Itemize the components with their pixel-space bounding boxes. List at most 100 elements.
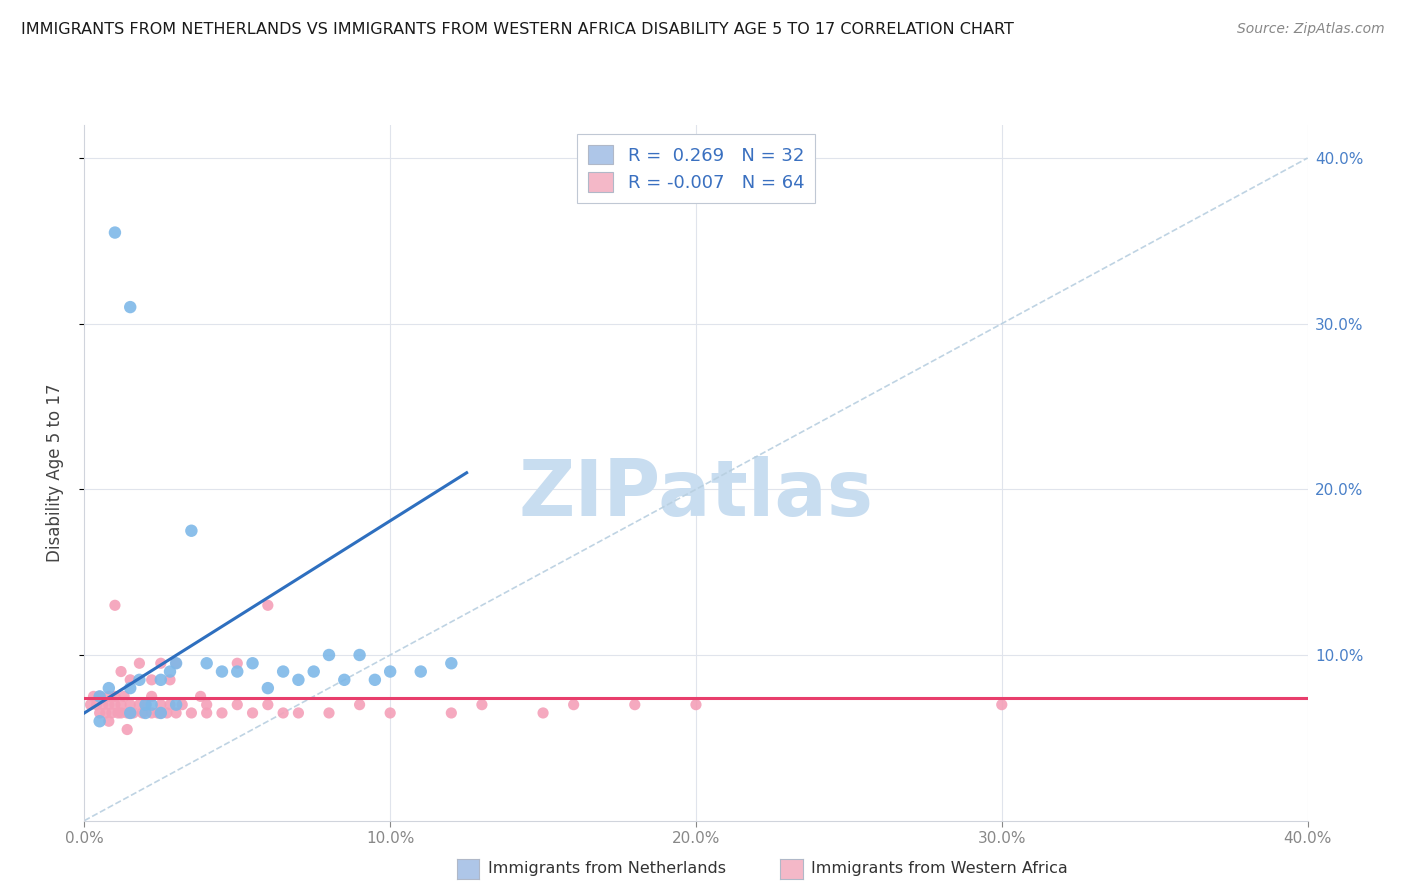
Point [226,657,249,671]
Point [380,665,402,679]
Point [89,690,111,704]
Point [149,706,172,720]
Point [97,681,120,695]
Point [135,698,157,712]
Point [226,665,249,679]
Point [257,681,280,695]
Point [128,657,150,671]
Point [211,706,233,720]
Point [333,673,356,687]
Point [159,673,181,687]
Point [110,665,132,679]
Point [107,706,129,720]
Point [91,698,114,712]
Point [97,690,120,704]
Point [131,706,153,720]
Point [287,673,309,687]
Point [97,698,120,712]
Point [685,698,707,712]
Point [364,673,387,687]
Point [562,698,585,712]
Point [120,698,142,712]
Point [302,665,325,679]
Point [180,524,202,538]
Point [991,698,1014,712]
Point [257,599,280,613]
Point [271,706,294,720]
Point [257,698,280,712]
Point [101,706,124,720]
Point [287,706,309,720]
Point [97,714,120,729]
Point [149,673,172,687]
Point [349,648,371,662]
Point [146,706,169,720]
Point [120,300,142,314]
Point [211,665,233,679]
Point [440,657,463,671]
Point [128,673,150,687]
Point [149,657,172,671]
Point [135,698,157,712]
Point [180,706,202,720]
Text: Immigrants from Western Africa: Immigrants from Western Africa [811,862,1069,876]
Point [128,698,150,712]
Point [318,648,340,662]
Point [165,698,187,712]
Point [318,706,340,720]
Point [156,706,179,720]
Text: ZIPatlas: ZIPatlas [519,456,873,532]
Point [165,706,187,720]
Point [89,690,111,704]
Point [89,714,111,729]
Point [159,698,181,712]
Point [159,665,181,679]
Point [440,706,463,720]
Point [242,706,264,720]
Point [120,706,142,720]
Text: Source: ZipAtlas.com: Source: ZipAtlas.com [1237,22,1385,37]
Point [195,698,218,712]
Point [110,706,132,720]
Legend: R =  0.269   N = 32, R = -0.007   N = 64: R = 0.269 N = 32, R = -0.007 N = 64 [576,134,815,202]
Point [165,657,187,671]
Point [89,706,111,720]
Point [531,706,554,720]
Point [94,706,117,720]
Point [79,698,101,712]
Point [104,698,127,712]
Point [122,706,145,720]
Text: Immigrants from Netherlands: Immigrants from Netherlands [488,862,725,876]
Point [471,698,494,712]
Point [242,657,264,671]
Point [135,706,157,720]
Point [115,706,138,720]
Point [104,690,127,704]
Point [141,706,163,720]
Point [115,723,138,737]
Point [112,690,135,704]
Point [149,698,172,712]
Point [195,706,218,720]
Text: IMMIGRANTS FROM NETHERLANDS VS IMMIGRANTS FROM WESTERN AFRICA DISABILITY AGE 5 T: IMMIGRANTS FROM NETHERLANDS VS IMMIGRANT… [21,22,1014,37]
Point [104,599,127,613]
Point [141,690,163,704]
Point [226,698,249,712]
Point [149,706,172,720]
Point [120,681,142,695]
Point [409,665,432,679]
Point [190,690,212,704]
Point [110,698,132,712]
Point [349,698,371,712]
Point [83,690,105,704]
Point [380,706,402,720]
Point [120,706,142,720]
Point [141,698,163,712]
Point [271,665,294,679]
Point [86,698,108,712]
Point [120,673,142,687]
Point [172,698,194,712]
Point [624,698,647,712]
Point [195,657,218,671]
Point [165,657,187,671]
